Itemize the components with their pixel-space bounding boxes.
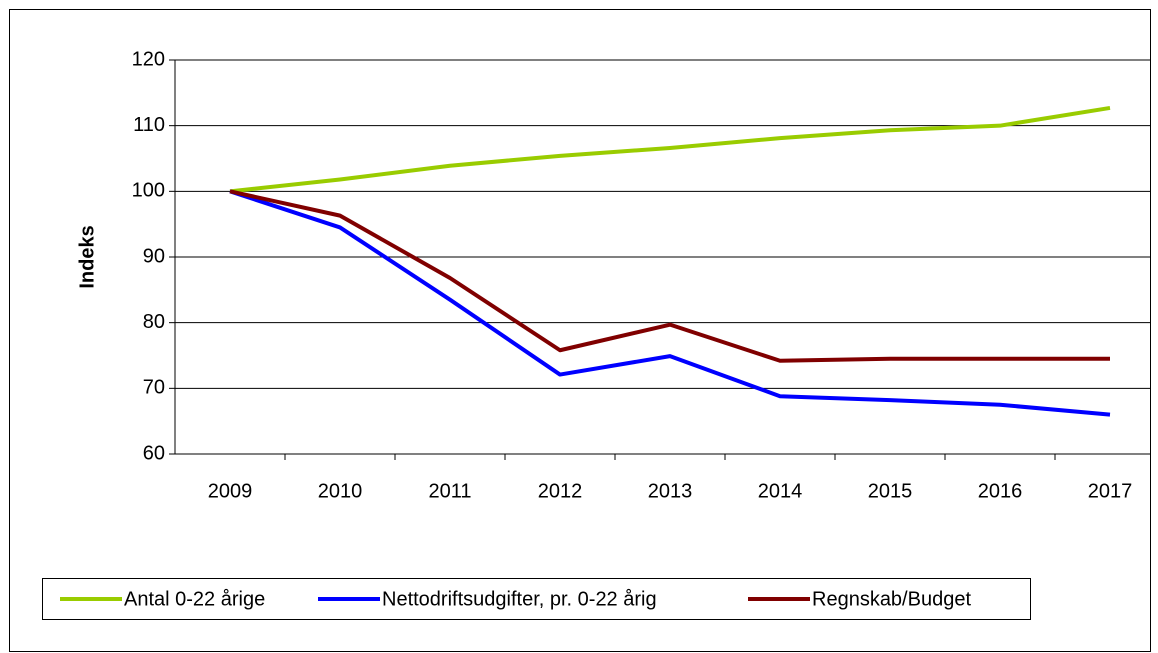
x-tick-label: 2009: [208, 480, 253, 502]
y-tick-label: 70: [143, 377, 165, 399]
x-tick-label: 2014: [758, 480, 803, 502]
series-line: [229, 105, 1111, 194]
legend-box: [42, 578, 1031, 620]
legend-label: Nettodriftsudgifter, pr. 0-22 årig: [382, 588, 657, 610]
legend-label: Regnskab/Budget: [812, 588, 971, 610]
x-tick-label: 2013: [648, 480, 693, 502]
y-tick-label: 90: [143, 245, 165, 267]
y-tick-label: 120: [132, 48, 165, 70]
series-line: [229, 189, 1110, 363]
series-line: [229, 189, 1111, 417]
legend-label: Antal 0-22 årige: [124, 588, 265, 610]
y-tick-label: 100: [132, 180, 165, 202]
x-tick-label: 2011: [428, 480, 471, 502]
x-tick-label: 2010: [318, 480, 363, 502]
x-tick-label: 2017: [1088, 480, 1133, 502]
y-axis-label: Indeks: [76, 225, 98, 288]
x-tick-label: 2015: [868, 480, 913, 502]
x-tick-label: 2016: [978, 480, 1023, 502]
y-tick-label: 60: [143, 442, 165, 464]
x-tick-label: 2012: [538, 480, 583, 502]
y-tick-label: 80: [143, 311, 165, 333]
chart-frame: [9, 9, 1151, 652]
y-tick-label: 110: [133, 114, 165, 136]
